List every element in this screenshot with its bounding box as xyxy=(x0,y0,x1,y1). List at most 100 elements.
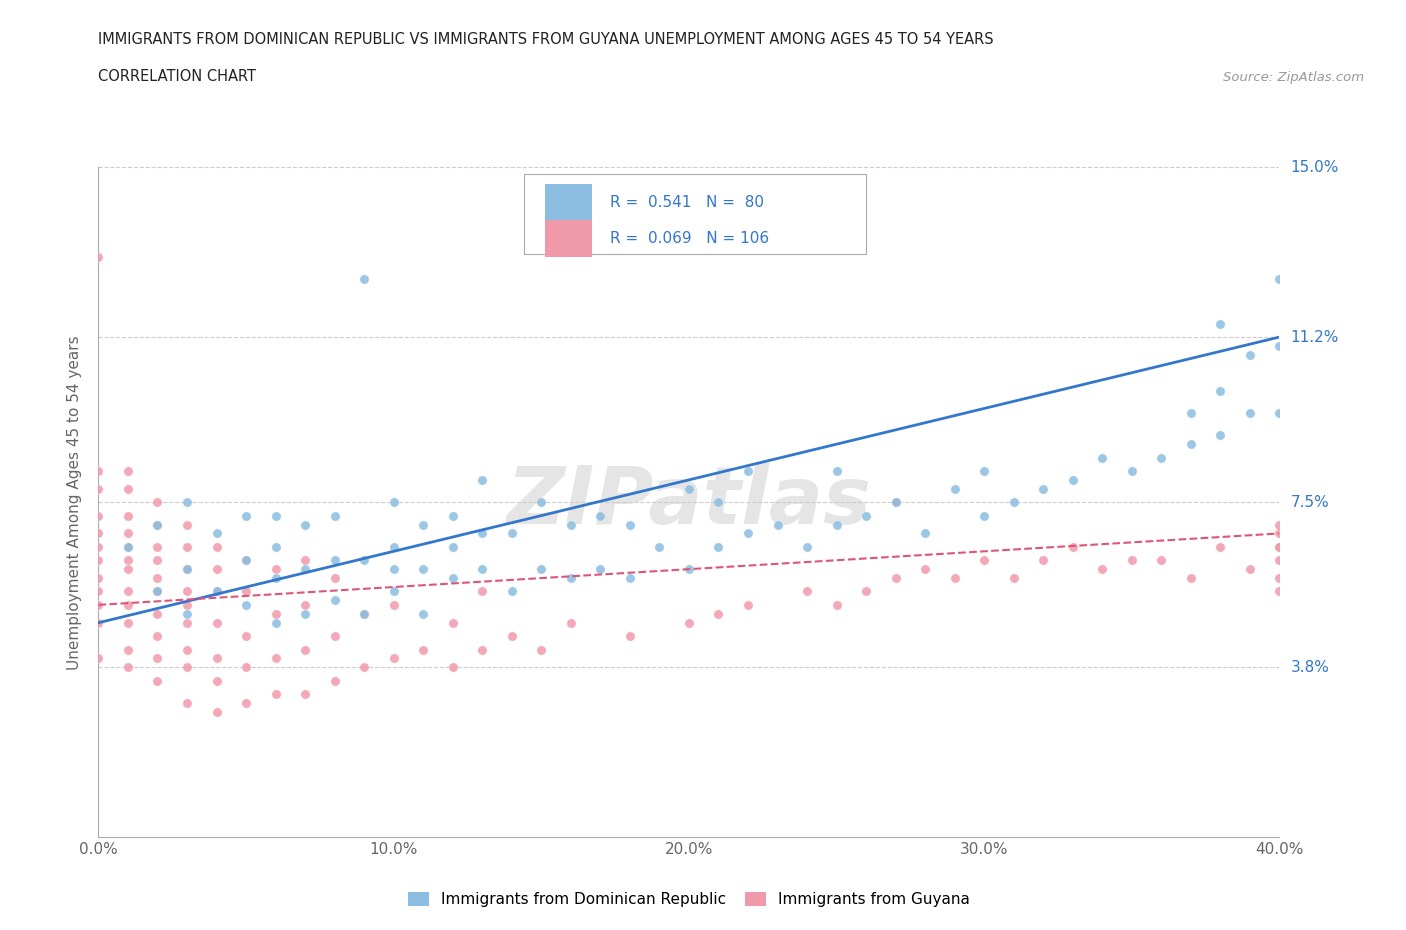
Point xyxy=(914,562,936,577)
Point xyxy=(796,584,818,599)
Point xyxy=(87,597,110,612)
Point xyxy=(146,552,169,567)
Point xyxy=(294,642,316,657)
Point xyxy=(943,482,966,497)
Point xyxy=(1062,539,1084,554)
Point xyxy=(323,508,346,523)
Point xyxy=(294,597,316,612)
Point xyxy=(1268,517,1291,532)
Point xyxy=(1032,552,1054,567)
Text: 11.2%: 11.2% xyxy=(1291,329,1339,344)
Point xyxy=(1268,272,1291,286)
Text: CORRELATION CHART: CORRELATION CHART xyxy=(98,69,256,84)
Point xyxy=(1091,562,1114,577)
Point xyxy=(146,651,169,666)
Point xyxy=(1209,539,1232,554)
Point xyxy=(117,552,139,567)
Text: Source: ZipAtlas.com: Source: ZipAtlas.com xyxy=(1223,71,1364,84)
Point xyxy=(973,463,995,478)
Point xyxy=(619,517,641,532)
Point xyxy=(176,495,198,510)
Point xyxy=(441,660,464,675)
Point xyxy=(884,495,907,510)
Point xyxy=(412,606,434,621)
Point xyxy=(560,571,582,586)
Point xyxy=(294,562,316,577)
Point xyxy=(235,508,257,523)
Point xyxy=(353,606,375,621)
Point xyxy=(1239,405,1261,420)
Point xyxy=(914,526,936,541)
Point xyxy=(382,562,405,577)
Point xyxy=(382,495,405,510)
Point xyxy=(264,562,287,577)
Point xyxy=(501,629,523,644)
Y-axis label: Unemployment Among Ages 45 to 54 years: Unemployment Among Ages 45 to 54 years xyxy=(67,335,83,670)
Point xyxy=(146,495,169,510)
Point xyxy=(589,508,612,523)
Point xyxy=(1121,463,1143,478)
Point xyxy=(117,616,139,631)
Point xyxy=(1268,405,1291,420)
Point xyxy=(146,517,169,532)
Point xyxy=(412,562,434,577)
Point xyxy=(382,584,405,599)
Point xyxy=(855,508,877,523)
Point xyxy=(294,517,316,532)
Point xyxy=(117,508,139,523)
Point xyxy=(87,463,110,478)
Point xyxy=(412,517,434,532)
Text: ZIPatlas: ZIPatlas xyxy=(506,463,872,541)
Point xyxy=(353,552,375,567)
Point xyxy=(796,539,818,554)
Point xyxy=(530,642,553,657)
Point xyxy=(1268,339,1291,353)
Point xyxy=(825,597,848,612)
Point xyxy=(1032,482,1054,497)
Point xyxy=(973,508,995,523)
Point xyxy=(235,660,257,675)
Point xyxy=(264,606,287,621)
Point xyxy=(825,517,848,532)
Point xyxy=(766,517,789,532)
Point xyxy=(117,660,139,675)
Point xyxy=(176,642,198,657)
Point xyxy=(441,539,464,554)
Point xyxy=(176,517,198,532)
Point xyxy=(353,272,375,286)
Point xyxy=(117,539,139,554)
Point xyxy=(87,526,110,541)
FancyBboxPatch shape xyxy=(546,220,592,257)
Point xyxy=(560,616,582,631)
Point xyxy=(235,696,257,711)
Point xyxy=(323,673,346,688)
Point xyxy=(441,508,464,523)
Text: IMMIGRANTS FROM DOMINICAN REPUBLIC VS IMMIGRANTS FROM GUYANA UNEMPLOYMENT AMONG : IMMIGRANTS FROM DOMINICAN REPUBLIC VS IM… xyxy=(98,32,994,46)
Point xyxy=(1180,571,1202,586)
Point xyxy=(530,562,553,577)
Point xyxy=(737,463,759,478)
Point xyxy=(264,651,287,666)
Point xyxy=(176,584,198,599)
Point xyxy=(87,249,110,264)
Point xyxy=(205,584,228,599)
Point xyxy=(1180,437,1202,452)
Point xyxy=(87,539,110,554)
Point xyxy=(176,539,198,554)
Point xyxy=(648,539,671,554)
Point xyxy=(323,629,346,644)
Text: 3.8%: 3.8% xyxy=(1291,660,1330,675)
Point xyxy=(323,571,346,586)
Point xyxy=(205,539,228,554)
Point xyxy=(884,571,907,586)
Point xyxy=(87,584,110,599)
Point xyxy=(264,508,287,523)
Point xyxy=(146,517,169,532)
Point xyxy=(205,616,228,631)
Point xyxy=(1002,571,1025,586)
Point xyxy=(382,651,405,666)
Point xyxy=(1209,383,1232,398)
Point xyxy=(146,584,169,599)
Point xyxy=(441,571,464,586)
Point xyxy=(117,526,139,541)
